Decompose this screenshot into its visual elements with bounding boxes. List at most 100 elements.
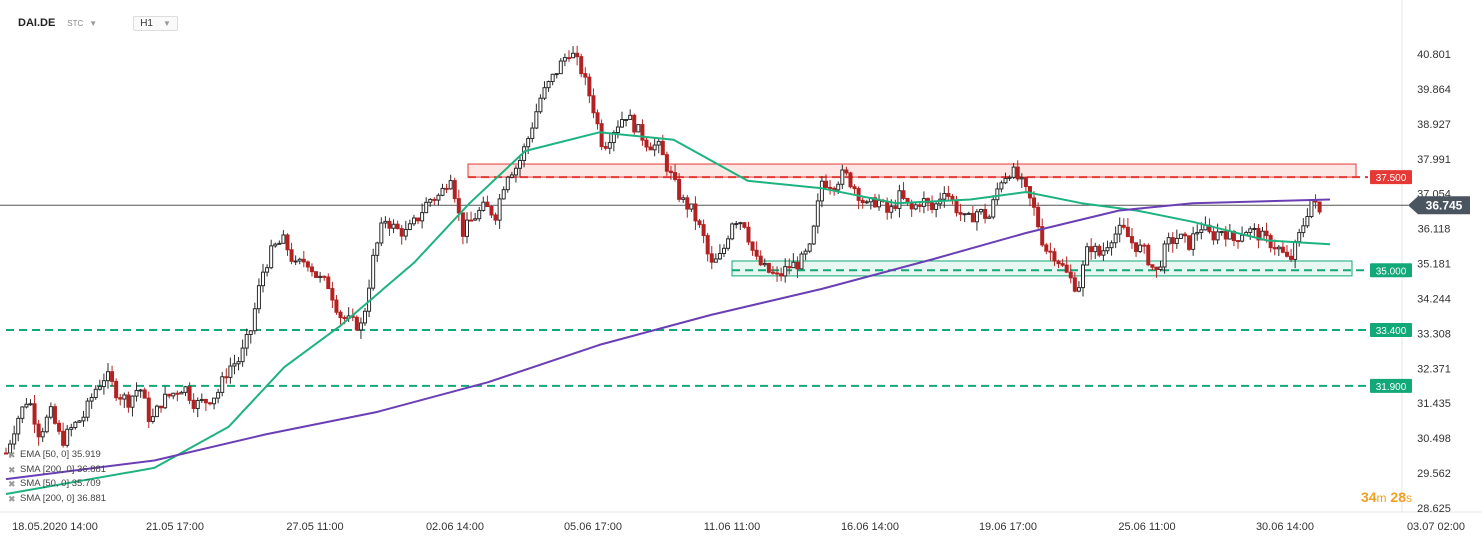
candle-body bbox=[81, 416, 86, 422]
candle-body bbox=[1093, 245, 1098, 253]
candle-body bbox=[440, 187, 445, 196]
indicator-item[interactable]: ✖ SMA [200, 0] 36.881 bbox=[8, 463, 106, 478]
x-tick-label: 18.05.2020 14:00 bbox=[12, 521, 98, 533]
candle-body bbox=[558, 60, 563, 75]
candle-body bbox=[48, 406, 53, 418]
candle-body bbox=[224, 376, 229, 379]
close-icon[interactable]: ✖ bbox=[8, 479, 16, 489]
candle-body bbox=[705, 235, 710, 255]
candle-body bbox=[848, 172, 853, 188]
candle-body bbox=[913, 204, 918, 210]
candle-body bbox=[509, 174, 514, 178]
candle-body bbox=[424, 201, 429, 214]
candle-body bbox=[864, 201, 869, 204]
candle-body bbox=[1199, 229, 1204, 233]
candle-body bbox=[1146, 244, 1151, 266]
close-icon[interactable]: ✖ bbox=[8, 450, 16, 460]
indicator-item[interactable]: ✖ SMA [200, 0] 36.881 bbox=[8, 492, 106, 507]
candle-body bbox=[358, 322, 363, 331]
indicator-label: SMA [200, 0] 36.881 bbox=[20, 492, 107, 504]
candle-body bbox=[1236, 240, 1241, 243]
candle-body bbox=[8, 443, 13, 454]
symbol-dropdown-chevron-icon[interactable]: ▼ bbox=[89, 18, 98, 28]
candle-body bbox=[656, 140, 661, 146]
level-label: 37.500 bbox=[1376, 173, 1407, 184]
candle-body bbox=[966, 212, 971, 215]
candle-body bbox=[942, 193, 947, 200]
candle-body bbox=[987, 216, 992, 219]
candle-body bbox=[40, 431, 45, 438]
candle-body bbox=[1195, 231, 1200, 235]
candle-body bbox=[579, 56, 584, 75]
close-icon[interactable]: ✖ bbox=[8, 464, 16, 475]
candle-body bbox=[995, 188, 1000, 201]
indicator-item[interactable]: ✖ SMA [50, 0] 35.709 bbox=[8, 477, 106, 492]
candle-body bbox=[554, 73, 559, 76]
candle-body bbox=[770, 271, 775, 274]
candle-body bbox=[620, 119, 625, 128]
candle-body bbox=[787, 266, 792, 269]
candle-body bbox=[1187, 235, 1192, 250]
y-tick-label: 32.371 bbox=[1417, 363, 1451, 375]
candle-body bbox=[697, 220, 702, 226]
y-tick-label: 33.308 bbox=[1417, 328, 1451, 340]
candle-body bbox=[4, 452, 8, 455]
candle-body bbox=[16, 417, 21, 435]
candle-body bbox=[546, 81, 551, 89]
candle-body bbox=[452, 180, 457, 200]
candle-body bbox=[1284, 251, 1289, 257]
candle-body bbox=[783, 266, 788, 277]
candle-body bbox=[248, 330, 253, 336]
candle-body bbox=[432, 198, 437, 201]
x-tick-label: 16.06 14:00 bbox=[841, 521, 899, 533]
y-tick-label: 28.625 bbox=[1417, 503, 1451, 515]
candle-body bbox=[1121, 224, 1126, 228]
candle-body bbox=[840, 169, 845, 185]
candle-body bbox=[1138, 244, 1143, 252]
candle-body bbox=[1191, 233, 1196, 250]
symbol-label[interactable]: DAI.DE bbox=[18, 17, 56, 29]
level-label: 33.400 bbox=[1376, 326, 1407, 337]
candle-body bbox=[885, 200, 890, 213]
candle-body bbox=[587, 76, 592, 97]
x-tick-label: 27.05 11:00 bbox=[286, 521, 343, 533]
candle-body bbox=[807, 243, 812, 252]
candle-body bbox=[464, 219, 469, 237]
candle-body bbox=[1272, 247, 1277, 250]
candle-body bbox=[281, 234, 286, 244]
candle-body bbox=[722, 247, 727, 254]
timeframe-select[interactable]: H1 ▼ bbox=[133, 15, 178, 31]
candle-body bbox=[1280, 246, 1285, 253]
candle-body bbox=[603, 146, 608, 149]
candle-body bbox=[285, 234, 290, 251]
x-tick-label: 05.06 17:00 bbox=[564, 521, 622, 533]
candle-body bbox=[542, 87, 547, 99]
candle-body bbox=[954, 199, 959, 214]
candle-body bbox=[901, 190, 906, 199]
candle-body bbox=[677, 178, 682, 200]
candle-body bbox=[28, 403, 33, 406]
candle-body bbox=[1174, 237, 1179, 244]
candle-body bbox=[416, 217, 421, 222]
candle-body bbox=[301, 258, 306, 263]
level-label-box bbox=[1370, 263, 1412, 278]
candle-body bbox=[216, 391, 221, 399]
candle-body bbox=[1056, 260, 1061, 265]
candle-body bbox=[534, 111, 539, 129]
close-icon[interactable]: ✖ bbox=[8, 493, 16, 504]
candle-body bbox=[187, 386, 192, 401]
candle-body bbox=[1109, 242, 1114, 249]
candle-body bbox=[1289, 255, 1294, 260]
timer-minutes-unit: m bbox=[1376, 491, 1387, 505]
indicator-item[interactable]: ✖ EMA [50, 0] 35.919 bbox=[8, 448, 106, 463]
candle-body bbox=[811, 225, 816, 245]
candle-body bbox=[114, 380, 119, 399]
sma-200-line bbox=[5, 198, 1331, 481]
candle-body bbox=[363, 310, 368, 324]
candle-body bbox=[860, 199, 865, 204]
candle-body bbox=[371, 254, 376, 289]
candle-body bbox=[1301, 225, 1306, 234]
candle-body bbox=[277, 242, 282, 245]
candle-body bbox=[130, 395, 135, 408]
